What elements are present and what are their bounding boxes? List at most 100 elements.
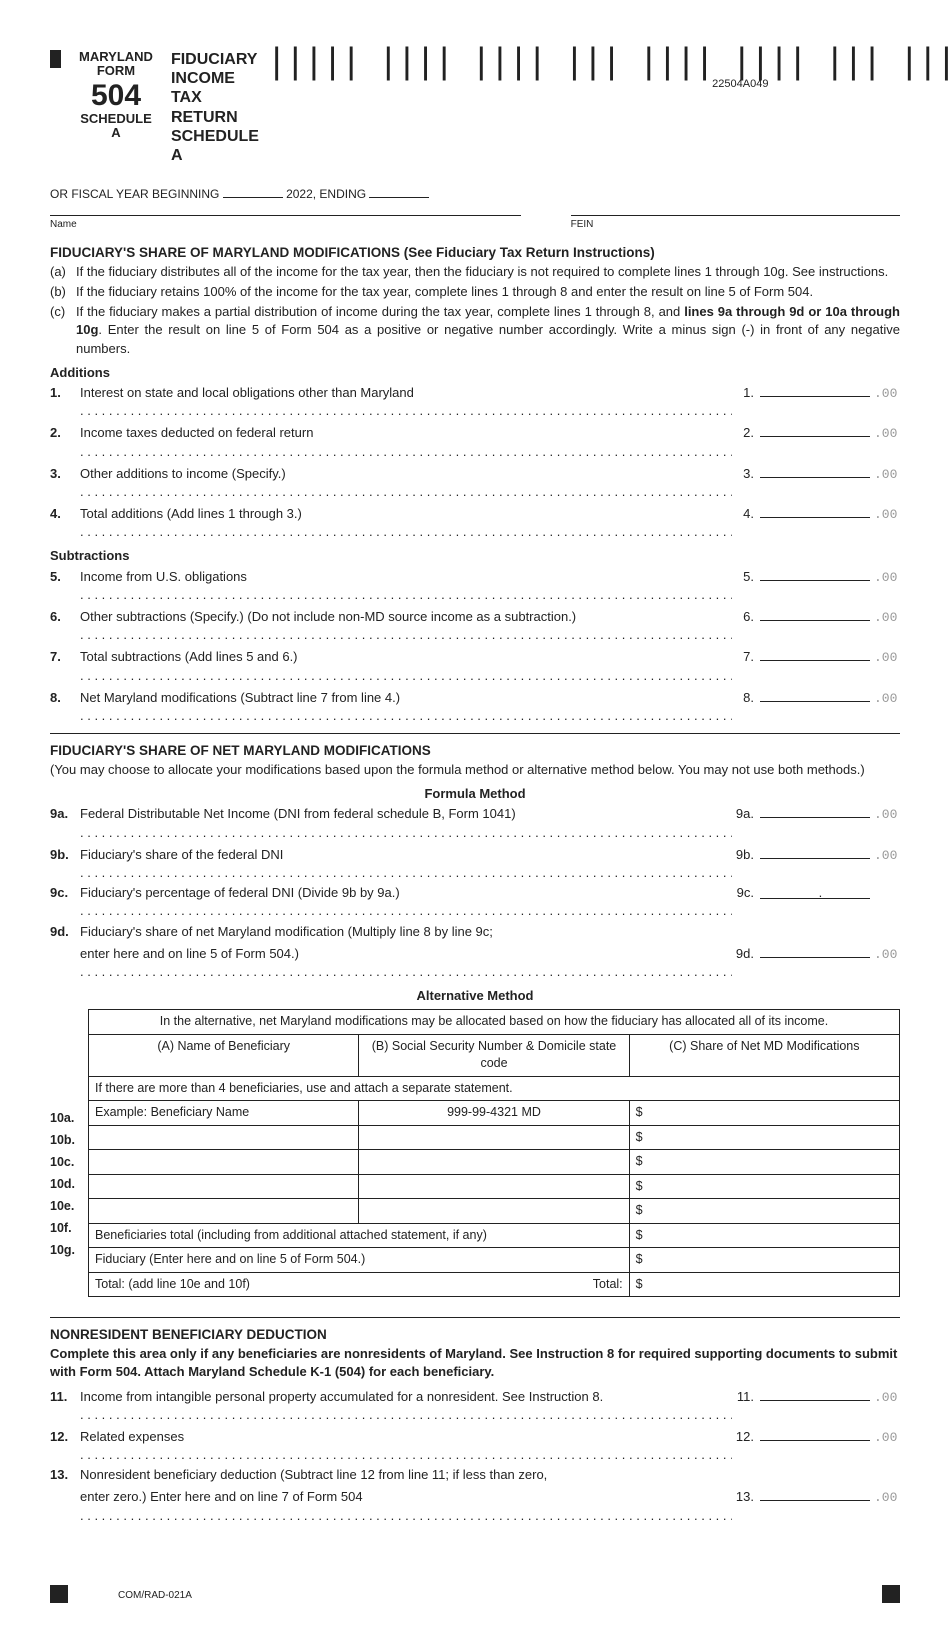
line-5-input[interactable] xyxy=(760,566,870,581)
row-10b-name[interactable] xyxy=(89,1150,359,1175)
barcode-block: ||||| |||| |||| ||| |||| |||| ||| |||| |… xyxy=(266,50,950,92)
alt-col-a: (A) Name of Beneficiary xyxy=(89,1034,359,1076)
line-2: 2.Income taxes deducted on federal retur… xyxy=(50,422,900,460)
additions-heading: Additions xyxy=(50,364,900,382)
name-field[interactable]: Name xyxy=(50,215,521,232)
row-10a-name[interactable] xyxy=(89,1125,359,1150)
alt-example-name: Example: Beneficiary Name xyxy=(89,1101,359,1126)
line-8: 8.Net Maryland modifications (Subtract l… xyxy=(50,687,900,725)
line-7: 7.Total subtractions (Add lines 5 and 6.… xyxy=(50,646,900,684)
corner-marker-bl xyxy=(50,1585,68,1603)
row-10d-name[interactable] xyxy=(89,1199,359,1224)
line-5: 5.Income from U.S. obligations5..00 xyxy=(50,566,900,604)
row-10c-amt[interactable] xyxy=(629,1174,899,1199)
fiscal-mid: 2022, ENDING xyxy=(286,187,366,201)
row-10c-ssn[interactable] xyxy=(359,1174,629,1199)
fein-label: FEIN xyxy=(571,219,594,230)
alt-row-labels: 10a.10b.10c.10d.10e.10f.10g. xyxy=(50,1005,88,1297)
row-10g-amt[interactable] xyxy=(629,1272,899,1297)
instr-b: If the fiduciary retains 100% of the inc… xyxy=(76,283,900,301)
line-9a: 9a.Federal Distributable Net Income (DNI… xyxy=(50,803,900,841)
row-10c-name[interactable] xyxy=(89,1174,359,1199)
line-9c-input[interactable]: . xyxy=(760,884,870,899)
instr-c: If the fiduciary makes a partial distrib… xyxy=(76,303,900,358)
line-11-input[interactable] xyxy=(760,1386,870,1401)
share-mod-title: FIDUCIARY'S SHARE OF MARYLAND MODIFICATI… xyxy=(50,244,900,263)
form-label: FORM xyxy=(79,64,153,78)
line-6-input[interactable] xyxy=(760,606,870,621)
row-10b-amt[interactable] xyxy=(629,1150,899,1175)
divider-2 xyxy=(50,1317,900,1318)
line-4-input[interactable] xyxy=(760,503,870,518)
divider-1 xyxy=(50,733,900,734)
title-line-2: TAX RETURN xyxy=(171,88,266,126)
line-13-1: 13.Nonresident beneficiary deduction (Su… xyxy=(50,1466,900,1484)
line-9b: 9b.Fiduciary's share of the federal DNI9… xyxy=(50,844,900,882)
line-1: 1.Interest on state and local obligation… xyxy=(50,382,900,420)
row-10f-amt[interactable] xyxy=(629,1248,899,1273)
line-9a-input[interactable] xyxy=(760,803,870,818)
identity-row: Name FEIN xyxy=(50,215,900,232)
line-13-input[interactable] xyxy=(760,1486,870,1501)
row-10d-amt[interactable] xyxy=(629,1199,899,1224)
row-10g-label: Total: (add line 10e and 10f)Total: xyxy=(89,1272,630,1297)
corner-marker-br xyxy=(882,1585,900,1603)
fiscal-prefix: OR FISCAL YEAR BEGINNING xyxy=(50,187,219,201)
line-8-input[interactable] xyxy=(760,687,870,702)
nonres-bold-note: Complete this area only if any beneficia… xyxy=(50,1345,900,1381)
row-10d-ssn[interactable] xyxy=(359,1199,629,1224)
title-line-1: FIDUCIARY INCOME xyxy=(171,50,266,88)
line-11: 11.Income from intangible personal prope… xyxy=(50,1386,900,1424)
alt-col-b: (B) Social Security Number & Domicile st… xyxy=(359,1034,629,1076)
name-label: Name xyxy=(50,219,77,230)
instr-a-key: (a) xyxy=(50,263,76,281)
alternative-method-block: 10a.10b.10c.10d.10e.10f.10g. In the alte… xyxy=(50,1005,900,1297)
row-10a-ssn[interactable] xyxy=(359,1125,629,1150)
fiscal-begin-input[interactable] xyxy=(223,185,283,198)
line-1-input[interactable] xyxy=(760,382,870,397)
line-9d-input[interactable] xyxy=(760,943,870,958)
instr-a: If the fiduciary distributes all of the … xyxy=(76,263,900,281)
footer-code: COM/RAD-021A xyxy=(68,1589,192,1603)
fiscal-end-input[interactable] xyxy=(369,185,429,198)
line-7-input[interactable] xyxy=(760,646,870,661)
barcode-graphic: ||||| |||| |||| ||| |||| |||| ||| |||| |… xyxy=(266,50,950,79)
line-9c: 9c.Fiduciary's percentage of federal DNI… xyxy=(50,884,900,920)
row-10a-amt[interactable] xyxy=(629,1125,899,1150)
state-label: MARYLAND xyxy=(79,50,153,64)
nonres-title: NONRESIDENT BENEFICIARY DEDUCTION xyxy=(50,1326,900,1345)
form-number: 504 xyxy=(79,79,153,112)
page-footer: COM/RAD-021A xyxy=(50,1585,900,1603)
alt-more-note: If there are more than 4 beneficiaries, … xyxy=(89,1076,900,1101)
row-10b-ssn[interactable] xyxy=(359,1150,629,1175)
corner-marker-tl xyxy=(50,50,61,68)
fein-field[interactable]: FEIN xyxy=(571,215,900,232)
alt-intro: In the alternative, net Maryland modific… xyxy=(89,1010,900,1035)
net-mod-title: FIDUCIARY'S SHARE OF NET MARYLAND MODIFI… xyxy=(50,742,900,761)
form-title: FIDUCIARY INCOME TAX RETURN SCHEDULE A xyxy=(171,50,266,165)
alternative-table: In the alternative, net Maryland modific… xyxy=(88,1009,900,1297)
line-2-input[interactable] xyxy=(760,422,870,437)
instr-c-key: (c) xyxy=(50,303,76,358)
alt-example-amt xyxy=(629,1101,899,1126)
alt-col-c: (C) Share of Net MD Modifications xyxy=(629,1034,899,1076)
title-line-3: SCHEDULE A xyxy=(171,127,266,165)
row-10f-label: Fiduciary (Enter here and on line 5 of F… xyxy=(89,1248,630,1273)
formula-method-title: Formula Method xyxy=(50,785,900,803)
line-9b-input[interactable] xyxy=(760,844,870,859)
line-3-input[interactable] xyxy=(760,463,870,478)
alt-method-title: Alternative Method xyxy=(50,987,900,1005)
line-6: 6.Other subtractions (Specify.) (Do not … xyxy=(50,606,900,644)
line-9d-1: 9d.Fiduciary's share of net Maryland mod… xyxy=(50,923,900,941)
line-4: 4.Total additions (Add lines 1 through 3… xyxy=(50,503,900,541)
line-13-2: enter zero.) Enter here and on line 7 of… xyxy=(50,1486,900,1524)
line-9d-2: enter here and on line 5 of Form 504.)9d… xyxy=(50,943,900,981)
line-12-input[interactable] xyxy=(760,1426,870,1441)
form-header: MARYLAND FORM 504 SCHEDULE A FIDUCIARY I… xyxy=(50,50,900,165)
row-10e-amt[interactable] xyxy=(629,1223,899,1248)
schedule-label: SCHEDULE A xyxy=(79,112,153,141)
header-left: MARYLAND FORM 504 SCHEDULE A FIDUCIARY I… xyxy=(50,50,266,165)
instruction-list: (a)If the fiduciary distributes all of t… xyxy=(50,263,900,358)
alt-example-ssn: 999-99-4321 MD xyxy=(359,1101,629,1126)
line-12: 12.Related expenses12..00 xyxy=(50,1426,900,1464)
